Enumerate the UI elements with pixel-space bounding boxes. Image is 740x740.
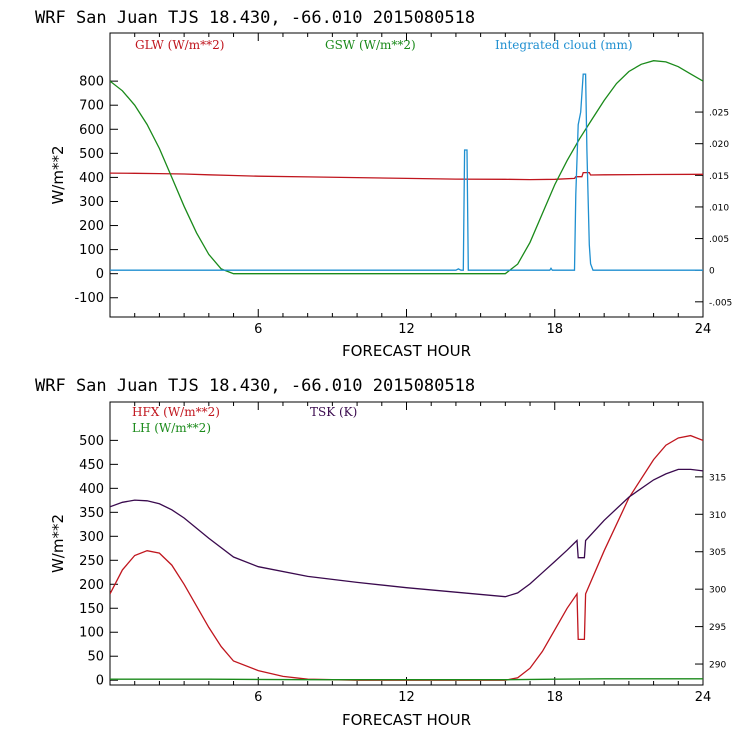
- y2-tick-label: 0: [709, 267, 715, 277]
- legend-entry-0: GLW (W/m**2): [135, 38, 224, 52]
- y-tick-label: 100: [79, 626, 104, 641]
- y2-tick-label: 290: [709, 661, 726, 671]
- series-line-1: [110, 678, 703, 681]
- x-axis-label: FORECAST HOUR: [342, 342, 471, 360]
- y-tick-label: 500: [79, 434, 104, 449]
- legend-entry-1: LH (W/m**2): [132, 421, 211, 435]
- series-line-1: [110, 60, 703, 275]
- legend-entry-1: GSW (W/m**2): [325, 38, 416, 52]
- y-tick-label: -100: [74, 291, 104, 306]
- x-tick-label: 12: [398, 690, 415, 705]
- x-tick-label: 24: [695, 690, 712, 705]
- bottom-chart-panel: WRF San Juan TJS 18.430, -66.010 2015080…: [35, 376, 726, 729]
- x-tick-label: 24: [695, 322, 712, 337]
- y2-tick-label: 295: [709, 623, 726, 633]
- y-tick-label: 200: [79, 219, 104, 234]
- y-tick-label: 800: [79, 75, 104, 90]
- y2-tick-label: .020: [709, 140, 729, 150]
- x-tick-label: 18: [546, 690, 563, 705]
- legend-entry-2: Integrated cloud (mm): [495, 38, 633, 52]
- x-tick-label: 12: [398, 322, 415, 337]
- y-tick-label: 100: [79, 243, 104, 258]
- chart-title: WRF San Juan TJS 18.430, -66.010 2015080…: [35, 376, 475, 396]
- x-tick-label: 6: [254, 322, 262, 337]
- y-tick-label: 450: [79, 458, 104, 473]
- y-axis-label: W/m**2: [49, 145, 67, 204]
- series-line-0: [110, 434, 703, 681]
- x-tick-label: 18: [546, 322, 563, 337]
- y-tick-label: 0: [96, 267, 104, 282]
- y-tick-label: 600: [79, 123, 104, 138]
- x-tick-label: 6: [254, 690, 262, 705]
- series-line-0: [110, 171, 703, 181]
- top-chart-panel: WRF San Juan TJS 18.430, -66.010 2015080…: [35, 8, 732, 360]
- y-tick-label: 500: [79, 147, 104, 162]
- y2-tick-label: .010: [709, 203, 729, 213]
- y-tick-label: 50: [87, 650, 104, 665]
- y-tick-label: 250: [79, 554, 104, 569]
- y-tick-label: 0: [96, 674, 104, 689]
- series-line-2: [110, 468, 703, 598]
- y-tick-label: 300: [79, 195, 104, 210]
- y2-tick-label: -.005: [709, 298, 732, 308]
- y-tick-label: 400: [79, 171, 104, 186]
- y-tick-label: 150: [79, 602, 104, 617]
- y-tick-label: 700: [79, 99, 104, 114]
- plot-frame: [109, 401, 704, 686]
- y2-tick-label: 315: [709, 473, 726, 483]
- y-axis-label: W/m**2: [49, 514, 67, 573]
- y2-tick-label: 310: [709, 511, 726, 521]
- chart-title: WRF San Juan TJS 18.430, -66.010 2015080…: [35, 8, 475, 28]
- series-line-2: [110, 73, 703, 271]
- y2-tick-label: .005: [709, 235, 729, 245]
- x-axis-label: FORECAST HOUR: [342, 711, 471, 729]
- y-tick-label: 400: [79, 482, 104, 497]
- y-tick-label: 200: [79, 578, 104, 593]
- legend-entry-2: TSK (K): [310, 405, 357, 419]
- y2-tick-label: .025: [709, 109, 729, 119]
- y2-tick-label: 300: [709, 586, 726, 596]
- y2-tick-label: 305: [709, 548, 726, 558]
- y-tick-label: 300: [79, 530, 104, 545]
- y2-tick-label: .015: [709, 172, 729, 182]
- legend-entry-0: HFX (W/m**2): [132, 405, 220, 419]
- y-tick-label: 350: [79, 506, 104, 521]
